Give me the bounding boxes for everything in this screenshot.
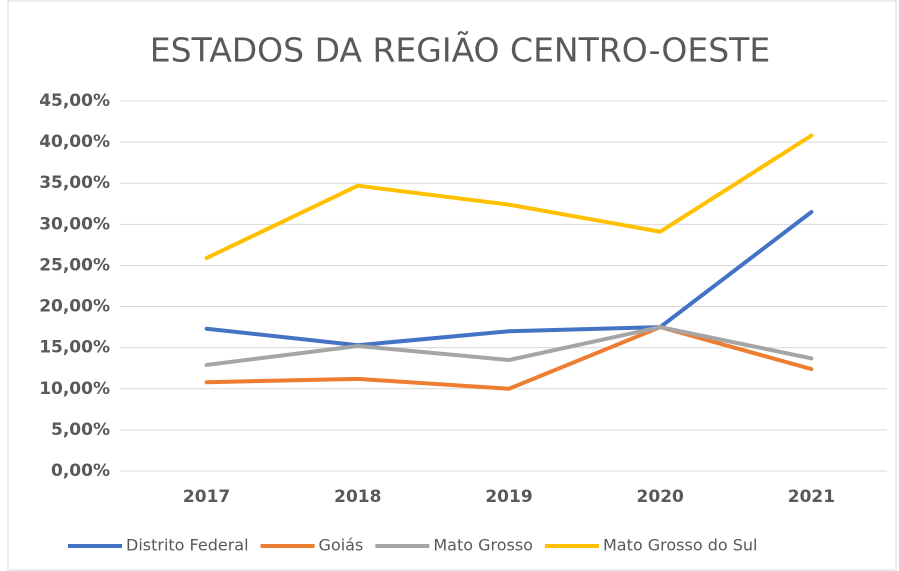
x-tick-label: 2020 [637,487,684,507]
legend-label: Mato Grosso [433,536,533,555]
y-tick-label: 0,00% [51,461,110,481]
y-tick-label: 10,00% [39,379,110,399]
series-line [204,325,814,367]
x-tick-label: 2018 [334,487,381,507]
y-tick-label: 30,00% [39,214,110,234]
y-tick-label: 20,00% [39,297,110,317]
chart-frame [7,0,897,571]
y-tick-label: 25,00% [39,255,110,275]
series-line [204,133,814,261]
chart-title: ESTADOS DA REGIÃO CENTRO-OESTE [150,31,770,70]
x-tick-label: 2021 [788,487,835,507]
legend-label: Distrito Federal [126,536,249,555]
legend-label: Goiás [319,536,364,555]
series-line [204,210,814,348]
x-tick-label: 2017 [183,487,230,507]
y-tick-label: 5,00% [51,420,110,440]
y-tick-label: 35,00% [39,173,110,193]
y-tick-label: 15,00% [39,338,110,358]
series-line [204,325,814,391]
y-tick-label: 40,00% [39,132,110,152]
x-tick-label: 2019 [485,487,532,507]
legend-label: Mato Grosso do Sul [603,536,758,555]
y-tick-label: 45,00% [39,91,110,111]
